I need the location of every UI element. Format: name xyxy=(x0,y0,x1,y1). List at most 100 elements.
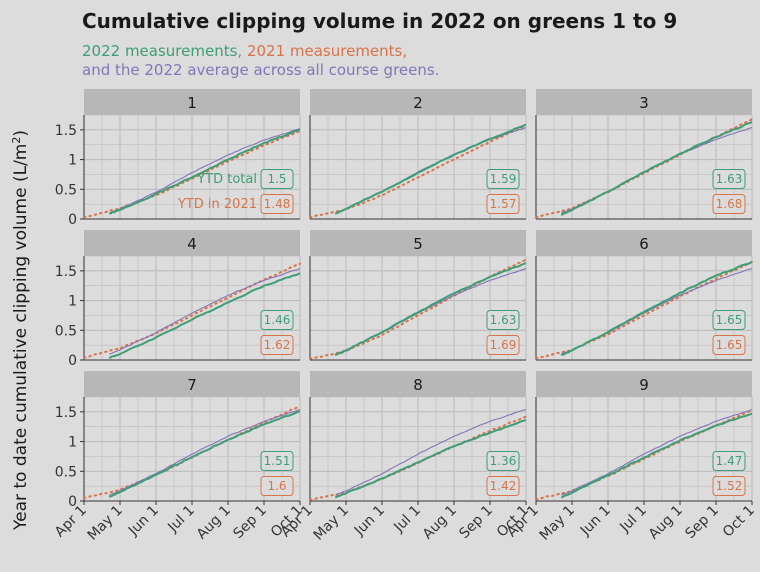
panel-strip-label: 8 xyxy=(413,376,423,394)
series-2022-line xyxy=(560,261,753,357)
ytd-2021-badge xyxy=(486,476,520,496)
y-tick-label: 0 xyxy=(68,494,77,510)
subtitle-2021: 2021 measurements xyxy=(247,42,403,60)
y-axis-label: Year to date cumulative clipping volume … xyxy=(10,130,32,531)
y-tick-label: 0 xyxy=(68,212,77,228)
ytd-2021-badge-value: 1.6 xyxy=(267,479,286,493)
ytd-total-badge xyxy=(712,451,746,471)
panel-green-1: 1 0 0.5 1 1.5 1.5 1.48 YTD total YTD in 2021 xyxy=(55,89,301,228)
panel-strip xyxy=(84,89,300,115)
subtitle-sep1: , xyxy=(237,42,247,60)
panel-strip-label: 5 xyxy=(413,235,423,253)
chart-title: Cumulative clipping volume in 2022 on gr… xyxy=(82,9,677,33)
ytd-total-badge-value: 1.51 xyxy=(264,454,291,468)
ytd-2021-badge-value: 1.68 xyxy=(716,197,743,211)
y-tick-label: 1.5 xyxy=(55,405,77,421)
y-tick-label: 1.5 xyxy=(55,123,77,139)
ytd-2021-badge-value: 1.52 xyxy=(716,479,743,493)
panel-strip xyxy=(310,230,526,256)
ytd-total-badge-value: 1.36 xyxy=(490,454,517,468)
x-tick-label: Sep 1 xyxy=(456,503,495,542)
ytd-total-badge xyxy=(712,310,746,330)
ytd-total-badge xyxy=(486,169,520,189)
y-tick-label: 1 xyxy=(68,153,77,169)
x-tick-label: Jun 1 xyxy=(125,503,162,540)
ytd-2021-badge-value: 1.57 xyxy=(490,197,517,211)
series-2021-line xyxy=(535,260,753,360)
series-2021-line xyxy=(535,409,753,501)
y-axis-label-main: Year to date cumulative clipping volume … xyxy=(11,144,31,531)
ytd-total-badge xyxy=(712,169,746,189)
ytd-2021-badge xyxy=(260,194,294,214)
x-tick-label: May 1 xyxy=(85,503,126,544)
panel-strip xyxy=(310,89,526,115)
panel-strip xyxy=(536,371,752,397)
y-tick-label: 1 xyxy=(68,435,77,451)
ytd-total-badge xyxy=(260,169,294,189)
x-tick-label: Oct 1 xyxy=(720,503,758,541)
y-tick-label: 0.5 xyxy=(55,464,77,480)
x-tick-label: Aug 1 xyxy=(420,503,460,543)
panel-strip-label: 4 xyxy=(187,235,197,253)
ytd-2021-badge-value: 1.48 xyxy=(264,197,291,211)
panel-green-6: 6 1.65 1.65 xyxy=(535,230,753,361)
panel-strip-label: 6 xyxy=(639,235,649,253)
ytd-total-badge-value: 1.5 xyxy=(267,172,286,186)
y-axis-label-sup: 2 xyxy=(10,137,23,144)
y-tick-label: 1 xyxy=(68,294,77,310)
ytd-total-badge-value: 1.63 xyxy=(490,313,517,327)
ytd-2021-badge xyxy=(486,335,520,355)
x-tick-label: Jun 1 xyxy=(351,503,388,540)
ytd-total-badge xyxy=(486,451,520,471)
chart-subtitle-line1: 2022 measurements, 2021 measurements, xyxy=(82,42,407,60)
y-tick-label: 0 xyxy=(68,353,77,369)
panel-strip-label: 7 xyxy=(187,376,197,394)
x-tick-label: Aug 1 xyxy=(194,503,234,543)
x-tick-label: May 1 xyxy=(537,503,578,544)
ytd-2021-badge-value: 1.65 xyxy=(716,338,743,352)
series-2021-line xyxy=(83,262,301,359)
series-2021-line xyxy=(83,130,301,219)
subtitle-2022: 2022 measurements xyxy=(82,42,238,60)
series-average-line xyxy=(108,267,301,355)
series-2022-line xyxy=(334,419,527,499)
series-2022-line xyxy=(108,410,301,498)
panel-strip xyxy=(536,230,752,256)
ytd-total-badge-value: 1.47 xyxy=(716,454,743,468)
series-2021-line xyxy=(309,124,527,219)
panel-strip-label: 1 xyxy=(187,94,197,112)
chart-subtitle-line2: and the 2022 average across all course g… xyxy=(82,61,439,79)
ytd-2021-badge-value: 1.62 xyxy=(264,338,291,352)
ytd-2021-badge xyxy=(712,335,746,355)
ytd-2021-badge xyxy=(260,335,294,355)
panel-strip-label: 9 xyxy=(639,376,649,394)
ytd-total-badge xyxy=(486,310,520,330)
panel-green-4: 4 0 0.5 1 1.5 1.46 1.62 xyxy=(55,230,301,369)
ytd-2021-badge xyxy=(712,476,746,496)
x-tick-label: Sep 1 xyxy=(230,503,269,542)
x-tick-label: May 1 xyxy=(311,503,352,544)
y-tick-label: 0.5 xyxy=(55,182,77,198)
series-average-line xyxy=(109,408,301,496)
x-tick-label: Aug 1 xyxy=(646,503,686,543)
ytd-total-badge-value: 1.63 xyxy=(716,172,743,186)
series-2022-line xyxy=(109,272,301,359)
subtitle-sep2: , xyxy=(402,42,407,60)
panel-strip-label: 2 xyxy=(413,94,423,112)
annotation-ytd-total: YTD total xyxy=(196,172,257,187)
series-2022-line xyxy=(108,128,301,215)
series-average-line xyxy=(560,408,753,496)
ytd-2021-badge xyxy=(486,194,520,214)
ytd-total-badge-value: 1.65 xyxy=(716,313,743,327)
panel-strip xyxy=(536,89,752,115)
series-2022-line xyxy=(334,262,527,357)
x-tick-label: Jun 1 xyxy=(577,503,614,540)
panel-strip xyxy=(310,371,526,397)
series-average-line xyxy=(335,408,527,496)
panel-strip xyxy=(84,230,300,256)
ytd-total-badge xyxy=(260,310,294,330)
